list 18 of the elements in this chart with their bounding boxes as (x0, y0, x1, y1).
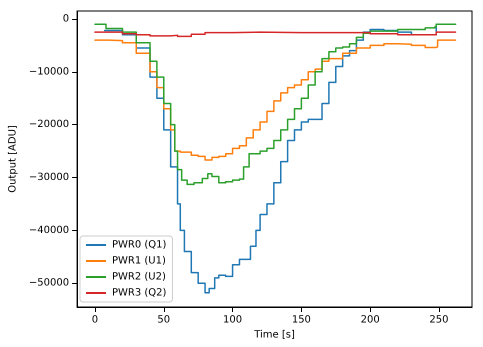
y-tick-label: −40000 (28, 224, 70, 236)
y-tick-label: 0 (62, 13, 70, 24)
y-tick-label: −30000 (28, 172, 70, 183)
x-tick-label: 150 (292, 314, 311, 326)
x-tick-label: 0 (92, 314, 98, 326)
x-tick-label: 100 (223, 314, 242, 326)
y-tick-label: −10000 (28, 66, 70, 78)
x-tick-label: 200 (360, 314, 380, 326)
x-tick-label: 250 (429, 314, 449, 326)
x-tick-label: 50 (157, 314, 170, 326)
legend-label: PWR1 (U1) (112, 256, 166, 266)
y-axis-title: Output [ADU] (8, 125, 18, 193)
x-axis-title: Time [s] (253, 329, 295, 340)
y-tick-label: −50000 (28, 278, 70, 289)
legend-label: PWR0 (Q1) (112, 240, 167, 250)
legend-label: PWR2 (U2) (112, 272, 166, 282)
legend-label: PWR3 (Q2) (112, 288, 167, 298)
y-tick-label: −20000 (28, 119, 70, 130)
